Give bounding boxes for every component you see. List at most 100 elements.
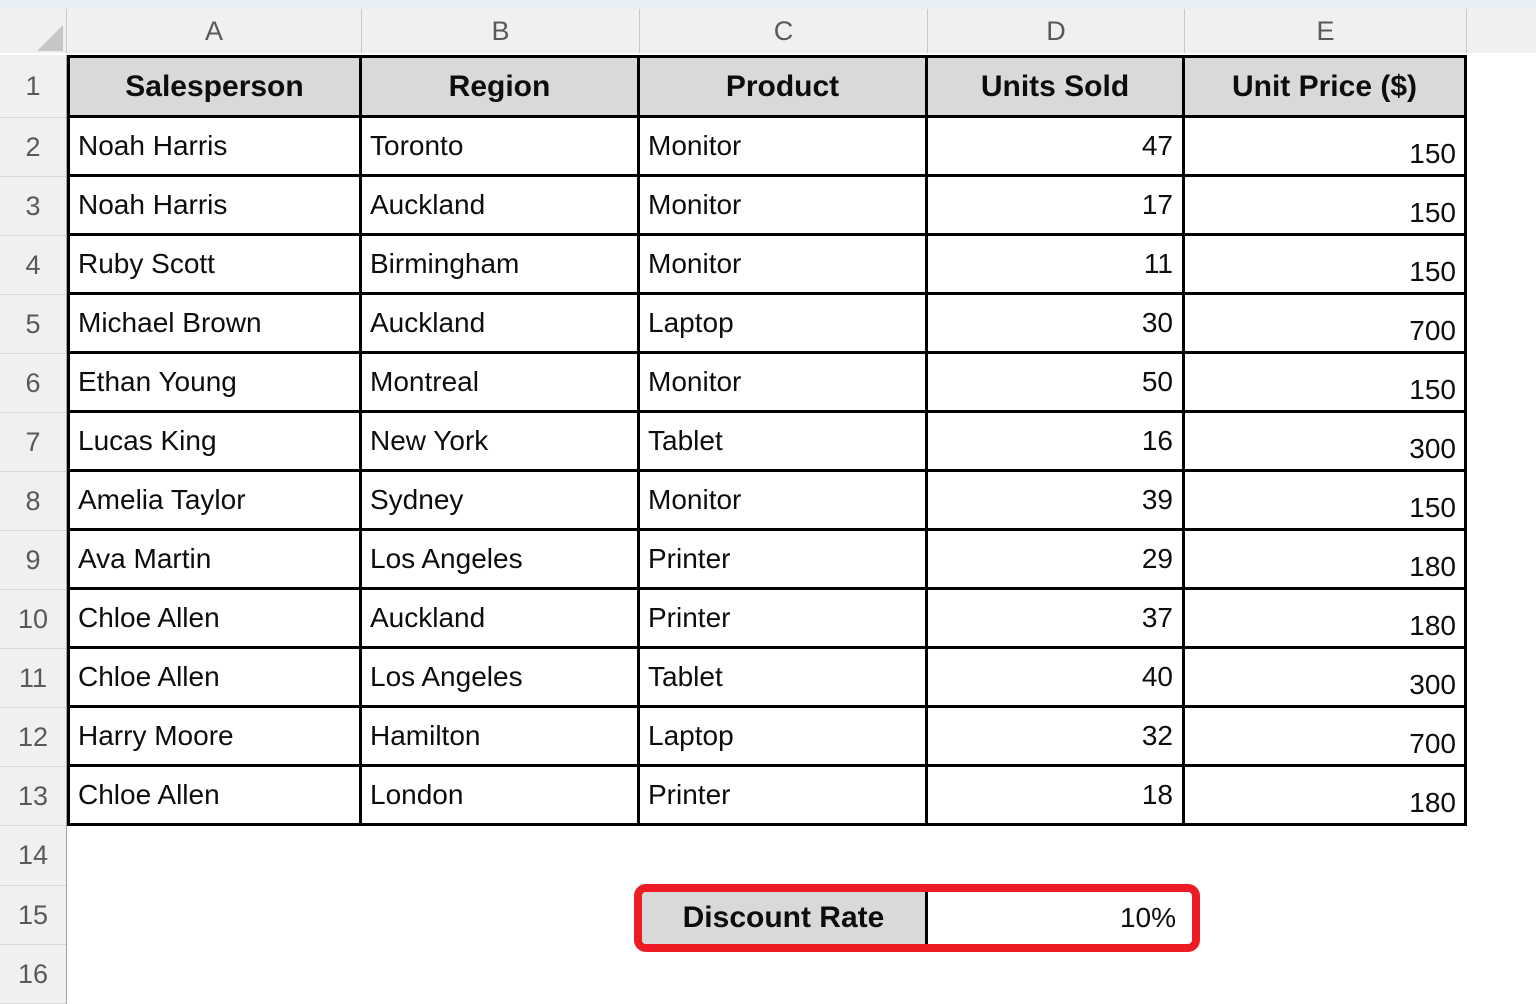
cell-value: 150 — [1409, 138, 1456, 169]
cell-E11[interactable]: 300 — [1185, 649, 1464, 708]
cell-E7[interactable]: 300 — [1185, 413, 1464, 472]
column-header-blank[interactable] — [1467, 9, 1536, 53]
cell-value: 150 — [1409, 256, 1456, 287]
cell-A3[interactable]: Noah Harris — [70, 177, 362, 236]
cell-value: 700 — [1409, 728, 1456, 759]
cell-C4[interactable]: Monitor — [640, 236, 928, 295]
column-header-E[interactable]: E — [1185, 9, 1467, 53]
cell-D3[interactable]: 17 — [928, 177, 1185, 236]
cell-A10[interactable]: Chloe Allen — [70, 590, 362, 649]
cell-A7[interactable]: Lucas King — [70, 413, 362, 472]
cell-C3[interactable]: Monitor — [640, 177, 928, 236]
cell-D8[interactable]: 39 — [928, 472, 1185, 531]
column-header-C[interactable]: C — [640, 9, 928, 53]
cell-E5[interactable]: 700 — [1185, 295, 1464, 354]
cell-E3[interactable]: 150 — [1185, 177, 1464, 236]
cell-C10[interactable]: Printer — [640, 590, 928, 649]
cell-D15-discount-value[interactable]: 10% — [1119, 902, 1176, 933]
select-all-corner[interactable] — [0, 9, 67, 53]
row-header-6[interactable]: 6 — [0, 354, 66, 413]
cell-B11[interactable]: Los Angeles — [362, 649, 640, 708]
cell-A8[interactable]: Amelia Taylor — [70, 472, 362, 531]
cell-D1-header[interactable]: Units Sold — [928, 58, 1185, 118]
cell-C2[interactable]: Monitor — [640, 118, 928, 177]
cell-A4[interactable]: Ruby Scott — [70, 236, 362, 295]
cell-A6[interactable]: Ethan Young — [70, 354, 362, 413]
cell-B1-header[interactable]: Region — [362, 58, 640, 118]
cell-A5[interactable]: Michael Brown — [70, 295, 362, 354]
cell-E13[interactable]: 180 — [1185, 767, 1464, 823]
sales-data-table: Salesperson Region Product Units Sold Unit P… — [67, 55, 1467, 826]
cell-A9[interactable]: Ava Martin — [70, 531, 362, 590]
cell-D2[interactable]: 47 — [928, 118, 1185, 177]
cell-D4[interactable]: 11 — [928, 236, 1185, 295]
cell-value: 180 — [1409, 787, 1456, 818]
cell-D9[interactable]: 29 — [928, 531, 1185, 590]
row-header-16[interactable]: 16 — [0, 945, 66, 1004]
row-header-14[interactable]: 14 — [0, 826, 66, 886]
cell-C7[interactable]: Tablet — [640, 413, 928, 472]
cell-value: 150 — [1409, 374, 1456, 405]
cell-E1-header[interactable]: Unit Price ($) — [1185, 58, 1464, 118]
cell-D7[interactable]: 16 — [928, 413, 1185, 472]
cell-B5[interactable]: Auckland — [362, 295, 640, 354]
row-header-8[interactable]: 8 — [0, 472, 66, 531]
cell-C6[interactable]: Monitor — [640, 354, 928, 413]
cell-value: 300 — [1409, 433, 1456, 464]
column-header-D[interactable]: D — [928, 9, 1185, 53]
cell-C5[interactable]: Laptop — [640, 295, 928, 354]
row-header-7[interactable]: 7 — [0, 413, 66, 472]
cell-C15-discount-label[interactable]: Discount Rate — [642, 892, 928, 944]
row-header-1[interactable]: 1 — [0, 55, 66, 118]
cell-C11[interactable]: Tablet — [640, 649, 928, 708]
row-header-4[interactable]: 4 — [0, 236, 66, 295]
cell-E12[interactable]: 700 — [1185, 708, 1464, 767]
cell-E10[interactable]: 180 — [1185, 590, 1464, 649]
cell-A12[interactable]: Harry Moore — [70, 708, 362, 767]
column-header-A[interactable]: A — [67, 9, 362, 53]
cell-C1-header[interactable]: Product — [640, 58, 928, 118]
cell-D12[interactable]: 32 — [928, 708, 1185, 767]
cell-A2[interactable]: Noah Harris — [70, 118, 362, 177]
cell-B8[interactable]: Sydney — [362, 472, 640, 531]
cell-B4[interactable]: Birmingham — [362, 236, 640, 295]
cell-D11[interactable]: 40 — [928, 649, 1185, 708]
cell-B12[interactable]: Hamilton — [362, 708, 640, 767]
cell-E8[interactable]: 150 — [1185, 472, 1464, 531]
cell-D10[interactable]: 37 — [928, 590, 1185, 649]
row-header-15[interactable]: 15 — [0, 886, 66, 945]
row-header-12[interactable]: 12 — [0, 708, 66, 767]
row-header-9[interactable]: 9 — [0, 531, 66, 590]
row-header-2[interactable]: 2 — [0, 118, 66, 177]
cell-B10[interactable]: Auckland — [362, 590, 640, 649]
cell-E4[interactable]: 150 — [1185, 236, 1464, 295]
cell-B9[interactable]: Los Angeles — [362, 531, 640, 590]
cell-A1-header[interactable]: Salesperson — [70, 58, 362, 118]
cell-value: 180 — [1409, 610, 1456, 641]
cell-D5[interactable]: 30 — [928, 295, 1185, 354]
cell-value: 150 — [1409, 197, 1456, 228]
row-header-13[interactable]: 13 — [0, 767, 66, 826]
row-header-11[interactable]: 11 — [0, 649, 66, 708]
cell-E2[interactable]: 150 — [1185, 118, 1464, 177]
cell-C12[interactable]: Laptop — [640, 708, 928, 767]
cell-D13[interactable]: 18 — [928, 767, 1185, 823]
cell-C13[interactable]: Printer — [640, 767, 928, 823]
cell-E6[interactable]: 150 — [1185, 354, 1464, 413]
cell-B13[interactable]: London — [362, 767, 640, 823]
cell-E9[interactable]: 180 — [1185, 531, 1464, 590]
column-header-B[interactable]: B — [362, 9, 640, 53]
cell-A11[interactable]: Chloe Allen — [70, 649, 362, 708]
row-header-10[interactable]: 10 — [0, 590, 66, 649]
cell-D6[interactable]: 50 — [928, 354, 1185, 413]
row-header-5[interactable]: 5 — [0, 295, 66, 354]
cell-A13[interactable]: Chloe Allen — [70, 767, 362, 823]
cell-C9[interactable]: Printer — [640, 531, 928, 590]
cell-B7[interactable]: New York — [362, 413, 640, 472]
cell-B2[interactable]: Toronto — [362, 118, 640, 177]
cell-C8[interactable]: Monitor — [640, 472, 928, 531]
row-header-3[interactable]: 3 — [0, 177, 66, 236]
cell-B3[interactable]: Auckland — [362, 177, 640, 236]
cell-B6[interactable]: Montreal — [362, 354, 640, 413]
